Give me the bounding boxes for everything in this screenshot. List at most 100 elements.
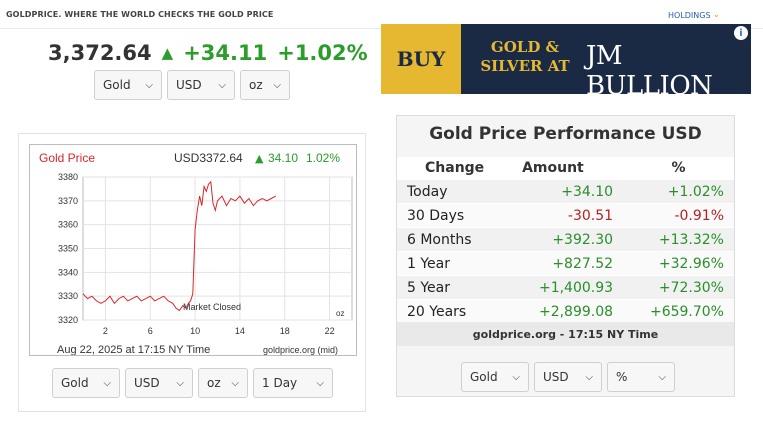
perf-currency-value: USD (543, 370, 569, 384)
ad-line-1: GOLD & (490, 38, 560, 56)
y-tick-label: 3340 (58, 267, 78, 277)
chart-unit-value: oz (207, 376, 221, 390)
ad-brand: JM BULLION (586, 41, 713, 94)
ad-tagline: GOLD & SILVER AT (477, 38, 573, 76)
perf-metal-value: Gold (470, 370, 498, 384)
performance-panel: Gold Price Performance USD Change Amount… (396, 115, 735, 397)
row-amount: -30.51 (512, 203, 624, 228)
metal-select[interactable]: Gold ⌵ (94, 70, 162, 100)
row-label: 5 Year (397, 275, 513, 300)
chart-y-ticks: 3320 3330 3340 3350 3360 3370 3380 (58, 172, 78, 325)
y-tick-label: 3350 (58, 244, 78, 254)
performance-table: Change Amount % Today +34.10 +1.02% 30 D… (397, 157, 734, 323)
perf-metal-select[interactable]: Gold ⌵ (461, 362, 529, 392)
chevron-down-icon[interactable]: ⌄ (712, 10, 721, 20)
holdings-menu[interactable]: HOLDINGS ⌄ (668, 10, 720, 20)
up-arrow-icon: ▲ (161, 44, 174, 62)
chart-header-change-percent: 1.02% (306, 151, 340, 165)
performance-footer-bar (397, 322, 734, 346)
chevron-down-icon: ⌵ (585, 371, 593, 383)
x-tick-label: 10 (190, 326, 200, 336)
chart-range-select[interactable]: 1 Day ⌵ (253, 368, 333, 398)
chart-header-change: 34.10 (268, 151, 298, 165)
metal-select-value: Gold (103, 78, 131, 92)
unit-select[interactable]: oz ⌵ (240, 70, 290, 100)
market-closed-annotation: Market Closed (183, 302, 241, 312)
ad-line-2: SILVER AT (480, 57, 570, 75)
table-row: 6 Months +392.30 +13.32% (397, 227, 734, 252)
x-tick-label: 6 (148, 326, 153, 336)
row-amount: +827.52 (512, 251, 624, 276)
chart-metal-select[interactable]: Gold ⌵ (52, 368, 120, 398)
performance-title: Gold Price Performance USD (429, 124, 702, 144)
y-tick-label: 3360 (58, 220, 78, 230)
row-amount: +34.10 (512, 179, 624, 204)
chevron-down-icon: ⌵ (512, 371, 520, 383)
y-tick-label: 3320 (58, 315, 78, 325)
chart-timestamp: Aug 22, 2025 at 17:15 NY Time (57, 344, 210, 355)
table-row: Today +34.10 +1.02% (397, 179, 734, 204)
jm-bullion-ad[interactable]: BUY GOLD & SILVER AT JM BULLION i (381, 24, 751, 94)
chart-unit-label: oz (336, 309, 344, 318)
gold-price-chart[interactable]: Gold Price USD3372.64 ▲ 34.10 1.02% 3320… (30, 145, 356, 356)
chevron-down-icon: ⌵ (145, 79, 153, 91)
y-tick-label: 3330 (58, 291, 78, 301)
holdings-label[interactable]: HOLDINGS (668, 10, 711, 20)
currency-select-value: USD (176, 78, 202, 92)
table-row: 1 Year +827.52 +32.96% (397, 251, 734, 276)
chart-title: Gold Price (39, 151, 95, 165)
price-change-percent: +1.02% (277, 41, 368, 65)
x-tick-label: 22 (325, 326, 335, 336)
chart-metal-value: Gold (61, 376, 89, 390)
chart-currency-select[interactable]: USD ⌵ (125, 368, 193, 398)
chart-x-ticks: 2 6 10 14 18 22 (103, 326, 335, 336)
chart-panel: Gold Price USD3372.64 ▲ 34.10 1.02% 3320… (18, 133, 366, 412)
chart-range-value: 1 Day (262, 376, 298, 390)
row-label: 1 Year (397, 251, 513, 276)
perf-currency-select[interactable]: USD ⌵ (534, 362, 602, 392)
ad-buy-label[interactable]: BUY (381, 24, 461, 94)
chart-header-price: USD3372.64 (174, 151, 243, 165)
row-amount: +1,400.93 (512, 275, 624, 300)
ad-info-icon[interactable]: i (734, 26, 748, 40)
site-tagline: GOLDPRICE. WHERE THE WORLD CHECKS THE GO… (6, 10, 274, 19)
row-percent: +13.32% (623, 227, 734, 252)
y-tick-label: 3370 (58, 196, 78, 206)
row-percent: -0.91% (623, 203, 734, 228)
table-row: 20 Years +2,899.08 +659.70% (397, 299, 734, 323)
chart-frame: Gold Price USD3372.64 ▲ 34.10 1.02% 3320… (29, 144, 357, 356)
row-label: 6 Months (397, 227, 513, 252)
unit-select-value: oz (249, 78, 263, 92)
currency-select[interactable]: USD ⌵ (167, 70, 235, 100)
chart-currency-value: USD (134, 376, 160, 390)
row-percent: +32.96% (623, 251, 734, 276)
row-amount: +2,899.08 (512, 299, 624, 323)
chart-grid (82, 176, 353, 321)
col-header-amount: Amount (522, 160, 584, 176)
x-tick-label: 2 (103, 326, 108, 336)
chevron-down-icon: ⌵ (218, 79, 226, 91)
row-label: Today (397, 179, 513, 204)
performance-footer: goldprice.org - 17:15 NY Time (472, 328, 659, 341)
chevron-down-icon: ⌵ (273, 79, 281, 91)
chevron-down-icon: ⌵ (103, 377, 111, 389)
row-amount: +392.30 (512, 227, 624, 252)
row-label: 20 Years (397, 299, 513, 323)
chart-up-arrow-icon: ▲ (255, 152, 264, 165)
chart-unit-select[interactable]: oz ⌵ (198, 368, 248, 398)
perf-unit-value: % (616, 370, 628, 384)
chart-source: goldprice.org (mid) (263, 345, 338, 355)
table-row: 5 Year +1,400.93 +72.30% (397, 275, 734, 300)
perf-unit-select[interactable]: % ⌵ (607, 362, 675, 392)
price-series-line (82, 180, 277, 312)
gold-price-value: 3,372.64 (48, 41, 152, 65)
chevron-down-icon: ⌵ (176, 377, 184, 389)
chevron-down-icon: ⌵ (231, 377, 239, 389)
row-percent: +1.02% (623, 179, 734, 204)
col-header-change: Change (425, 160, 485, 176)
chevron-down-icon: ⌵ (658, 371, 666, 383)
row-label: 30 Days (397, 203, 513, 228)
price-change: +34.11 (183, 41, 268, 65)
x-tick-label: 14 (235, 326, 245, 336)
chevron-down-icon: ⌵ (316, 377, 324, 389)
